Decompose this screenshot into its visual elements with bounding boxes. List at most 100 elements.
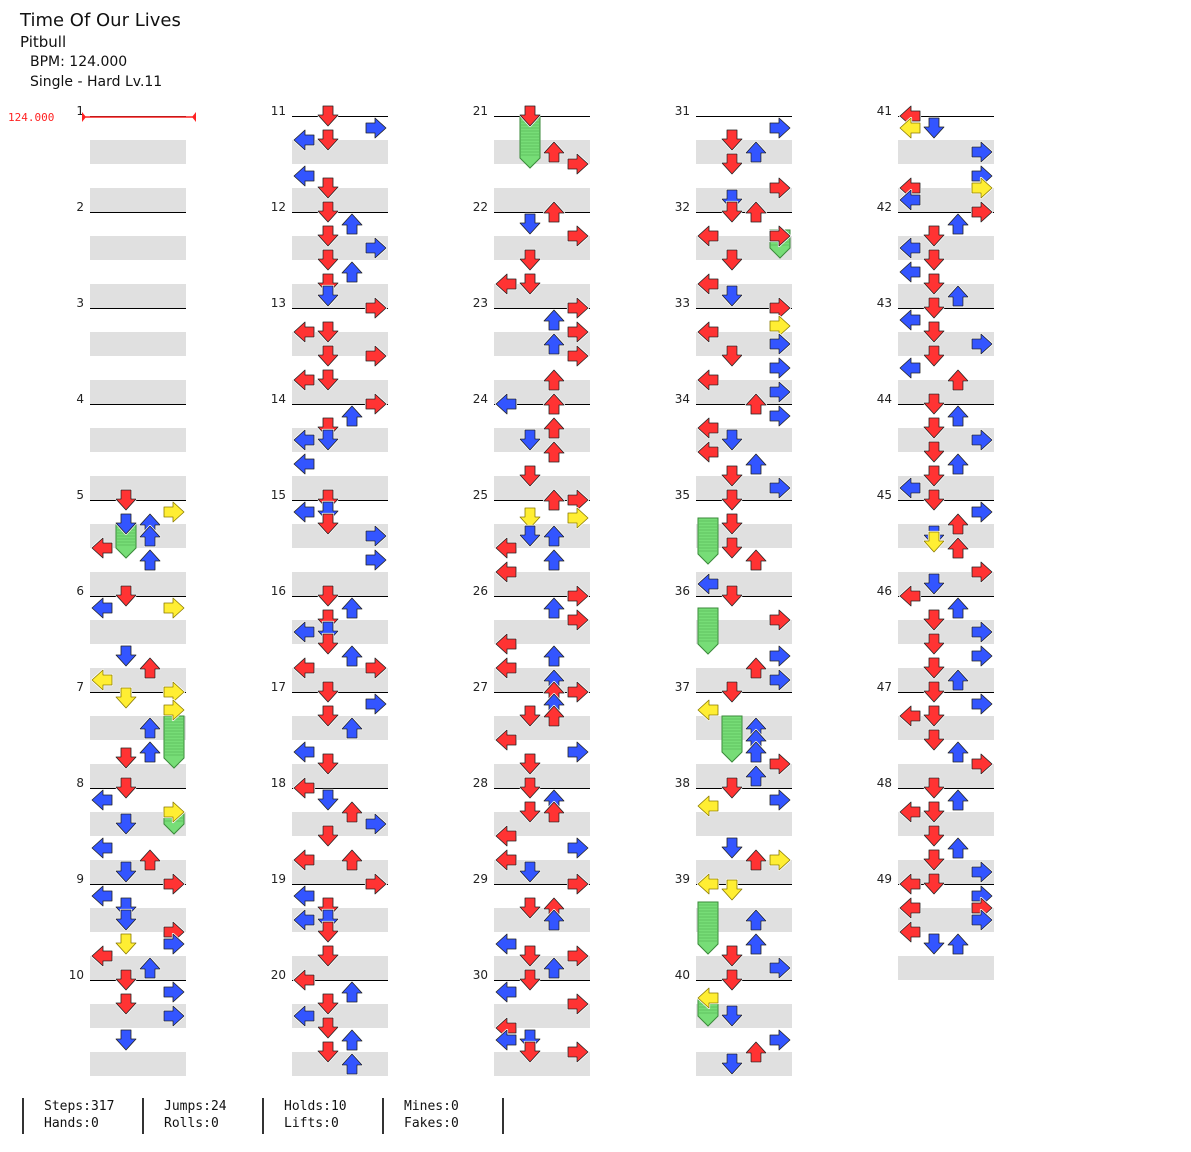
- left-arrow-icon: [696, 320, 720, 344]
- measure-number: 32: [675, 200, 690, 214]
- arrow-fill: [543, 645, 565, 667]
- right-arrow-icon: [768, 224, 792, 248]
- right-arrow-icon: [566, 224, 590, 248]
- arrow-fill: [365, 345, 387, 367]
- arrow-fill: [745, 393, 767, 415]
- left-arrow-icon: [898, 800, 922, 824]
- arrow-fill: [365, 237, 387, 259]
- measure-number: 47: [877, 680, 892, 694]
- arrow-fill: [567, 585, 589, 607]
- down-arrow-icon: [518, 776, 542, 800]
- left-arrow-icon: [494, 1028, 518, 1052]
- arrow-fill: [745, 1041, 767, 1063]
- arrow-fill: [341, 1053, 363, 1075]
- up-arrow-icon: [340, 404, 364, 428]
- stat-fakes: Fakes:0: [404, 1116, 459, 1131]
- arrow-fill: [923, 393, 945, 415]
- arrow-fill: [923, 417, 945, 439]
- measure-number: 48: [877, 776, 892, 790]
- arrow-fill: [567, 297, 589, 319]
- up-arrow-icon: [744, 200, 768, 224]
- arrow-fill: [495, 537, 517, 559]
- left-arrow-icon: [898, 704, 922, 728]
- arrow-fill: [91, 597, 113, 619]
- arrow-fill: [923, 573, 945, 595]
- stats-divider: [142, 1098, 144, 1134]
- arrow-fill: [947, 537, 969, 559]
- stats-divider: [382, 1098, 384, 1134]
- down-arrow-icon: [922, 248, 946, 272]
- arrow-fill: [365, 525, 387, 547]
- arrow-fill: [899, 177, 921, 199]
- arrow-fill: [923, 489, 945, 511]
- arrow-fill: [769, 753, 791, 775]
- arrow-fill: [139, 657, 161, 679]
- arrow-fill: [365, 813, 387, 835]
- down-arrow-icon: [922, 344, 946, 368]
- arrow-fill: [971, 333, 993, 355]
- down-arrow-icon: [316, 224, 340, 248]
- arrow-fill: [163, 1005, 185, 1027]
- arrow-fill: [293, 165, 315, 187]
- up-arrow-icon: [542, 416, 566, 440]
- right-arrow-icon: [970, 200, 994, 224]
- arrow-fill: [139, 957, 161, 979]
- arrow-fill: [317, 177, 339, 199]
- down-arrow-icon: [518, 944, 542, 968]
- measure-number: 12: [271, 200, 286, 214]
- arrow-fill: [543, 525, 565, 547]
- arrow-fill: [697, 369, 719, 391]
- down-arrow-icon: [720, 1004, 744, 1028]
- down-arrow-icon: [720, 536, 744, 560]
- left-arrow-icon: [696, 572, 720, 596]
- beat-band: [90, 284, 186, 308]
- down-arrow-icon: [114, 932, 138, 956]
- left-arrow-icon: [292, 908, 316, 932]
- beat-band: [494, 188, 590, 212]
- arrow-fill: [923, 273, 945, 295]
- arrow-fill: [769, 669, 791, 691]
- hold-body: [721, 715, 743, 763]
- arrow-fill: [317, 825, 339, 847]
- arrow-fill: [293, 1005, 315, 1027]
- arrow-fill: [721, 153, 743, 175]
- right-arrow-icon: [566, 1040, 590, 1064]
- arrow-fill: [495, 393, 517, 415]
- right-arrow-icon: [768, 956, 792, 980]
- arrow-fill: [899, 897, 921, 919]
- arrow-fill: [697, 225, 719, 247]
- arrow-fill: [769, 357, 791, 379]
- down-arrow-icon: [922, 272, 946, 296]
- up-arrow-icon: [340, 716, 364, 740]
- down-arrow-icon: [922, 488, 946, 512]
- up-arrow-icon: [946, 368, 970, 392]
- arrow-fill: [923, 297, 945, 319]
- down-arrow-icon: [922, 632, 946, 656]
- arrow-fill: [769, 957, 791, 979]
- arrow-fill: [769, 477, 791, 499]
- arrow-fill: [115, 489, 137, 511]
- stats-group-mines: Mines:0 Fakes:0: [404, 1098, 459, 1132]
- arrow-fill: [947, 789, 969, 811]
- arrow-fill: [899, 921, 921, 943]
- right-arrow-icon: [566, 506, 590, 530]
- stat-hands: Hands:0: [44, 1116, 99, 1131]
- arrow-fill: [899, 873, 921, 895]
- left-arrow-icon: [494, 932, 518, 956]
- left-arrow-icon: [696, 986, 720, 1010]
- down-arrow-icon: [114, 746, 138, 770]
- left-arrow-icon: [292, 1004, 316, 1028]
- arrow-fill: [697, 699, 719, 721]
- arrow-fill: [115, 969, 137, 991]
- arrow-fill: [365, 297, 387, 319]
- arrow-fill: [163, 801, 185, 823]
- arrow-fill: [567, 741, 589, 763]
- left-arrow-icon: [898, 176, 922, 200]
- arrow-fill: [721, 537, 743, 559]
- arrow-fill: [721, 945, 743, 967]
- arrow-fill: [115, 993, 137, 1015]
- measure-number: 29: [473, 872, 488, 886]
- down-arrow-icon: [518, 968, 542, 992]
- left-arrow-icon: [696, 272, 720, 296]
- up-arrow-icon: [542, 644, 566, 668]
